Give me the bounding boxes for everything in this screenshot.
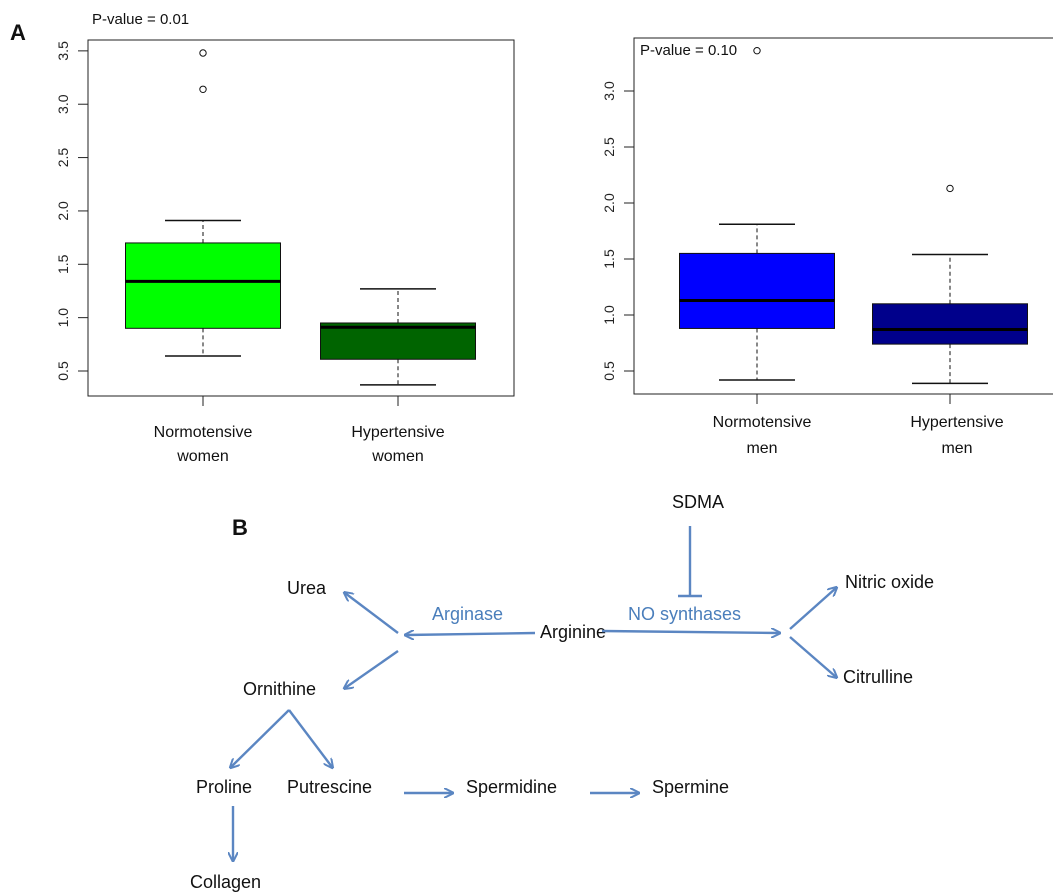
box-series [679,46,1028,385]
y-tick-label: 1.5 [601,249,617,269]
panel-a-label: A [10,20,26,45]
enzyme-no-synthases: NO synthases [628,604,741,624]
category-label: Hypertensive [910,414,1003,431]
node-arginine: Arginine [540,622,606,642]
arrow-to-ornithine [345,650,399,688]
y-tick-label: 2.5 [601,137,617,157]
category-label: men [746,440,777,457]
box-2 [872,184,1028,385]
category-label: Normotensive [713,414,812,431]
outlier-point [199,85,207,93]
chart-title: P-value = 0.01 [92,11,189,28]
node-nitric-oxide: Nitric oxide [845,572,934,592]
category-label: Hypertensive [351,424,444,441]
box-series [125,49,476,386]
box-iqr [320,322,476,360]
y-tick-label: 1.0 [601,305,617,325]
panel-b-label: B [232,515,248,540]
y-tick-label: 0.5 [601,361,617,381]
category-label: women [176,448,229,465]
y-tick-label: 2.0 [601,193,617,213]
arrow-to-citrulline [789,636,836,677]
category-label: women [371,448,424,465]
arrow-to-putrescine [288,709,332,767]
box-1 [679,46,835,381]
box-iqr [679,252,835,329]
node-spermine: Spermine [652,777,729,797]
node-spermidine: Spermidine [466,777,557,797]
box-iqr [872,303,1028,345]
node-proline: Proline [196,777,252,797]
category-label: Normotensive [154,424,253,441]
y-tick-label: 2.5 [55,148,71,168]
boxplot-men: P-value = 0.10 0.5 1.0 1.5 2.0 2.5 3.0 Normot… [601,37,1053,457]
category-label: men [941,440,972,457]
y-tick-label: 1.0 [55,308,71,328]
node-citrulline: Citrulline [843,667,913,687]
arginine-pathway-diagram: B SDMA Urea Arginase NO synthases Argini… [190,492,934,892]
enzyme-arginase: Arginase [432,604,503,624]
node-ornithine: Ornithine [243,679,316,699]
outlier-point [946,184,954,193]
box-1 [125,49,281,357]
arrow-arginine-to-arginase [406,633,536,635]
arrow-arginine-to-nos [601,631,779,633]
boxplot-women: P-value = 0.01 0.5 1.0 1.5 2.0 2.5 3.0 3.5 Nor… [55,11,515,465]
y-axis: 0.5 1.0 1.5 2.0 2.5 3.0 3.5 [55,41,399,406]
box-iqr [125,242,281,329]
y-tick-label: 2.0 [55,201,71,221]
y-tick-label: 3.0 [601,81,617,101]
y-tick-label: 3.5 [55,41,71,61]
node-putrescine: Putrescine [287,777,372,797]
y-tick-label: 0.5 [55,361,71,381]
node-sdma: SDMA [672,492,724,512]
box-2 [320,288,476,386]
y-tick-label: 3.0 [55,94,71,114]
outlier-point [199,49,207,57]
y-tick-label: 1.5 [55,254,71,274]
arrow-to-urea [345,593,399,634]
chart-title: P-value = 0.10 [640,42,737,59]
node-urea: Urea [287,578,327,598]
y-axis: 0.5 1.0 1.5 2.0 2.5 3.0 [601,81,951,404]
node-collagen: Collagen [190,872,261,892]
arrow-to-proline [231,709,290,767]
arrow-to-nitric-oxide [789,588,836,630]
outlier-point [753,46,761,55]
